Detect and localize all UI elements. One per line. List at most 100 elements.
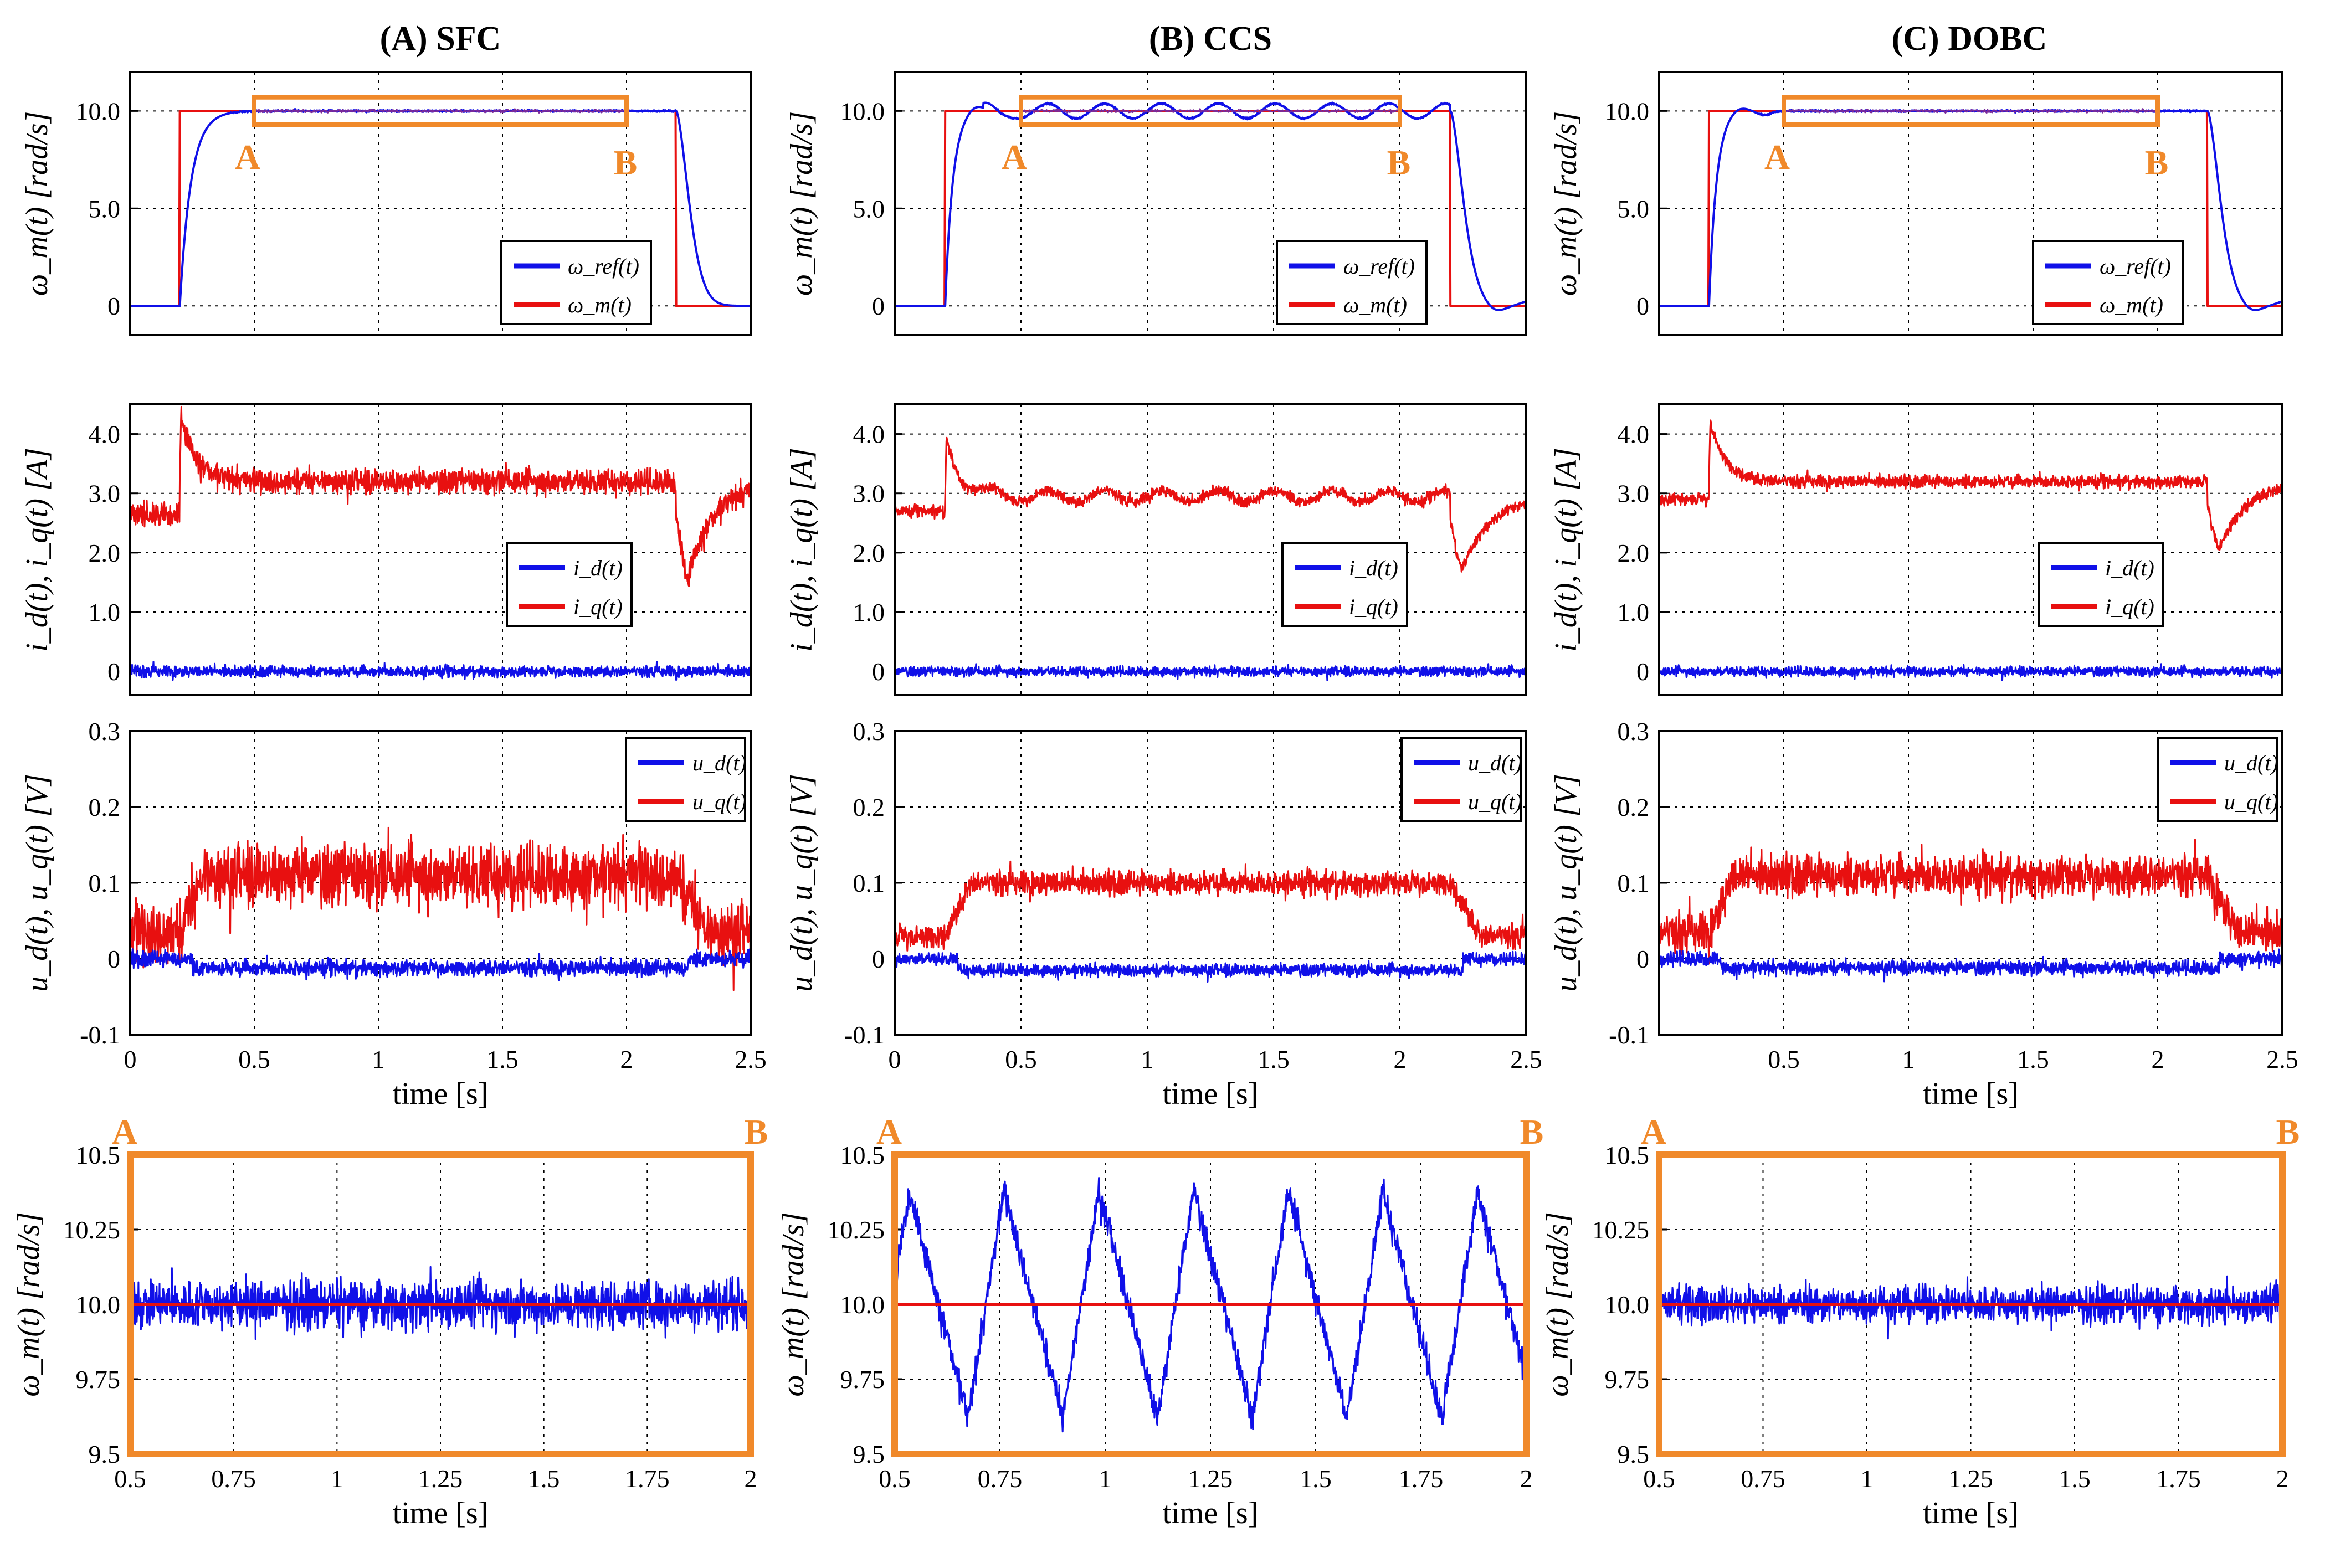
voltage-ylabel: u_d(t), u_q(t) [V] — [1549, 774, 1583, 992]
voltage-legend-label: u_d(t) — [1468, 750, 1522, 775]
speed-ylabel: ω_m(t) [rad/s] — [784, 111, 819, 296]
zoom-xtick-label: 2 — [1520, 1464, 1533, 1493]
zoom-measured-line — [129, 1266, 752, 1340]
voltage-xtick-label: 2 — [1394, 1045, 1407, 1073]
zoom-ytick-label: 10.0 — [1605, 1291, 1650, 1319]
column-title: (C) DOBC — [1892, 20, 2047, 58]
voltage-panel: -0.1 0 0.1 0.2 0.3 0.5 1 1.5 2 2.5 u_d(t) u_q(t) u_d… — [1549, 717, 2298, 1111]
zoom-measured-line — [1658, 1275, 2283, 1340]
zoom-xlabel: time [s] — [1163, 1496, 1259, 1530]
voltage-panel: -0.100.10.20.30 0.5 1 1.5 2 2.5u_d(t)u_q(t)u_… — [20, 717, 767, 1111]
current-ylabel: i_d(t), i_q(t) [A] — [20, 448, 54, 652]
zoom-corner-a: A — [1641, 1112, 1666, 1151]
zoom-xtick-label: 1 — [1861, 1464, 1874, 1493]
zoom-marker-b: B — [1387, 143, 1411, 182]
uq-line — [894, 860, 1527, 952]
zoom-frame — [127, 1151, 754, 1457]
zoom-ylabel: ω_m(t) [rad/s] — [776, 1212, 810, 1397]
current-ytick-label: 3.0 — [853, 480, 885, 508]
current-ytick-label: 0 — [872, 657, 885, 686]
current-ytick-label: 3.0 — [89, 480, 121, 508]
zoom-ytick-label: 10.5 — [840, 1141, 885, 1169]
zoom-xtick-label: 0.75 — [211, 1464, 256, 1493]
voltage-legend-label: u_d(t) — [2224, 750, 2278, 775]
zoom-ytick-label: 9.75 — [1605, 1365, 1650, 1394]
current-panel: 0 1.0 2.0 3.0 4.0 i_d(t) i_q(t) i_d(t), i_q(t) … — [784, 403, 1527, 696]
voltage-ytick-label: -0.1 — [80, 1021, 120, 1049]
zoom-xtick-label: 0.75 — [1741, 1464, 1785, 1493]
zoom-xlabel: time [s] — [1923, 1496, 2019, 1530]
voltage-ylabel: u_d(t), u_q(t) [V] — [784, 774, 819, 992]
zoom-xtick-label: 0.5 — [114, 1464, 146, 1493]
voltage-xtick-label: 2.5 — [2266, 1045, 2298, 1073]
voltage-xtick-label: 1.5 — [1258, 1045, 1290, 1073]
zoom-xtick-label: 1.5 — [2059, 1464, 2091, 1493]
speed-frame — [894, 71, 1527, 336]
speed-legend-label: ω_m(t) — [568, 292, 632, 317]
zoom-ytick-label: 10.25 — [63, 1216, 121, 1244]
voltage-legend-label: u_d(t) — [692, 750, 747, 775]
current-legend-label: i_d(t) — [573, 556, 623, 580]
zoom-ytick-label: 10.0 — [840, 1291, 885, 1319]
speed-legend-box — [1276, 240, 1428, 325]
speed-ylabel: ω_m(t) [rad/s] — [1549, 111, 1583, 296]
zoom-ytick-label: 9.75 — [76, 1365, 121, 1394]
voltage-ytick-label: 0.3 — [1618, 717, 1650, 746]
zoom-marker-a: A — [1764, 137, 1790, 177]
zoom-xtick-label: 1.25 — [418, 1464, 463, 1493]
speed-panel: 0 5.0 10.0 A Bω_ref(t) ω_m(t) ω_m(t) [rad/s] — [784, 71, 1527, 336]
speed-panel: 0 5.0 10.0 A Bω_ref(t) ω_m(t) ω_m(t) [rad/s] — [1549, 71, 2283, 336]
current-ytick-label: 4.0 — [1618, 420, 1650, 449]
voltage-ytick-label: 0 — [107, 945, 120, 973]
speed-overlay-line — [253, 108, 628, 114]
speed-ytick-label: 10.0 — [76, 97, 121, 125]
voltage-ytick-label: 0.2 — [89, 793, 121, 821]
voltage-legend-label: u_q(t) — [1468, 789, 1522, 814]
zoom-corner-b: B — [745, 1112, 768, 1151]
zoom-ytick-label: 9.5 — [89, 1440, 121, 1468]
zoom-corner-a: A — [876, 1112, 902, 1151]
zoom-ytick-label: 9.5 — [1618, 1440, 1650, 1468]
current-legend-label: i_q(t) — [573, 594, 623, 619]
current-ylabel: i_d(t), i_q(t) [A] — [784, 448, 819, 652]
voltage-xlabel: time [s] — [1923, 1077, 2019, 1111]
id-line — [1658, 663, 2283, 681]
zoom-xlabel: time [s] — [393, 1496, 489, 1530]
ud-line — [1658, 948, 2283, 983]
voltage-frame — [894, 730, 1527, 1036]
voltage-xtick-label: 1.5 — [486, 1045, 519, 1073]
speed-ytick-label: 10.0 — [840, 97, 885, 125]
speed-ytick-label: 10.0 — [1605, 97, 1650, 125]
speed-frame — [129, 71, 752, 336]
current-grid — [1659, 404, 2282, 695]
zoom-xtick-label: 0.5 — [1643, 1464, 1675, 1493]
voltage-ytick-label: -0.1 — [1609, 1021, 1649, 1049]
speed-overlay-line — [1020, 108, 1401, 114]
speed-legend-label: ω_ref(t) — [1343, 254, 1415, 279]
zoom-panel: 9.5 9.75 10.0 10.25 10.5 0.5 0.75 1 1.25 1.5 1.75 2… — [1541, 1112, 2300, 1530]
zoom-xtick-label: 0.75 — [978, 1464, 1023, 1493]
column-A: (A) SFC 0 5.0 10.0 A Bω_ref(t) ω_m(t) ω_m(t) [r… — [12, 20, 768, 1530]
speed-ytick-label: 5.0 — [1618, 194, 1650, 223]
current-legend-box — [2038, 542, 2164, 627]
voltage-frame — [1658, 730, 2283, 1036]
iq-line — [1658, 419, 2283, 551]
voltage-panel: -0.100.10.20.30 0.5 1 1.5 2 2.5u_d(t)u_q(t)u_… — [784, 717, 1542, 1111]
zoom-ylabel: ω_m(t) [rad/s] — [12, 1212, 46, 1397]
zoom-ytick-label: 10.5 — [76, 1141, 121, 1169]
voltage-ytick-label: 0.3 — [89, 717, 121, 746]
speed-ylabel: ω_m(t) [rad/s] — [20, 111, 54, 296]
zoom-xtick-label: 1.75 — [625, 1464, 670, 1493]
voltage-ytick-label: 0 — [872, 945, 885, 973]
zoom-corner-a: A — [112, 1112, 137, 1151]
voltage-ytick-label: 0.1 — [853, 869, 885, 897]
current-legend-box — [1281, 542, 1408, 627]
voltage-xtick-label: 2.5 — [1510, 1045, 1542, 1073]
speed-ytick-label: 5.0 — [89, 194, 121, 223]
voltage-xtick-label: 1 — [372, 1045, 385, 1073]
zoom-corner-b: B — [2276, 1112, 2300, 1151]
zoom-xtick-label: 1.5 — [528, 1464, 560, 1493]
speed-ytick-label: 5.0 — [853, 194, 885, 223]
current-frame — [1658, 403, 2283, 696]
zoom-xtick-label: 1.25 — [1948, 1464, 1993, 1493]
